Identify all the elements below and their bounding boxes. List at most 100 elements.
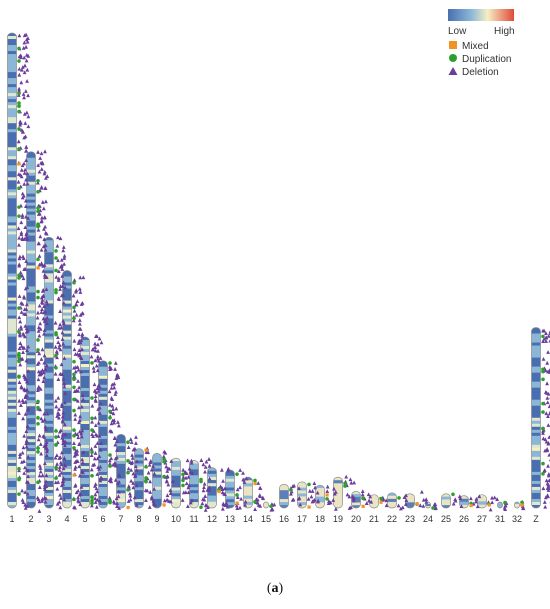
deletion-marker [333,489,338,494]
duplication-marker [126,459,130,463]
deletion-marker [37,509,42,513]
markers-21 [379,495,389,508]
mixed-marker [325,493,329,497]
deletion-marker [24,429,29,433]
deletion-marker [44,231,49,236]
deletion-marker [89,503,94,508]
deletion-marker [521,506,525,511]
deletion-marker [360,492,365,497]
deletion-marker [203,494,208,498]
deletion-marker [235,506,240,511]
deletion-marker [110,382,115,387]
duplication-marker [144,465,148,469]
density-bands [44,237,54,508]
deletion-marker [201,462,206,467]
markers-15 [269,502,277,512]
deletion-marker [41,316,46,321]
deletion-marker [23,167,27,172]
deletion-marker [24,438,29,443]
duplication-marker [503,500,507,505]
deletion-marker [546,414,550,418]
deletion-marker [24,358,29,363]
deletion-marker [42,272,47,277]
deletion-marker [165,497,170,502]
deletion-marker [315,490,320,495]
deletion-marker [165,474,170,479]
duplication-marker [36,416,40,420]
deletion-marker [72,308,77,313]
chromosome-label: 17 [297,514,307,524]
deletion-marker [24,158,29,163]
deletion-marker [99,340,104,345]
deletion-marker [40,215,44,220]
deletion-marker [129,440,134,444]
deletion-marker [93,451,98,455]
duplication-marker [343,481,347,486]
chromosome-labels: 1 2 3 4 5 6 7 8 9 10 11 12 13 14 15 16 17 18 19 20 21 22 23 24 2… [9,514,539,524]
deletion-marker [17,315,22,320]
chromosome-4 [62,270,72,509]
markers-14 [253,478,266,512]
deletion-marker [112,385,117,390]
deletion-marker [63,462,67,467]
deletion-marker [238,468,243,472]
duplication-marker [17,374,21,379]
duplication-marker-icon [449,54,457,62]
deletion-marker [24,32,28,37]
deletion-marker [42,353,47,358]
deletion-marker [244,476,249,481]
deletion-marker [23,395,28,400]
deletion-marker [62,384,67,389]
deletion-marker [77,492,82,497]
deletion-marker [474,499,478,504]
deletion-marker [93,444,98,448]
deletion-marker [61,441,66,446]
chromosome-label: 9 [154,514,159,524]
deletion-marker [96,358,101,363]
deletion-marker [316,498,321,503]
deletion-marker [17,380,22,384]
deletion-marker [89,453,94,458]
markers-11 [199,457,212,512]
duplication-marker [235,472,239,476]
deletion-marker [24,307,29,312]
density-bands [514,502,520,508]
deletion-marker [253,507,257,512]
deletion-marker [96,388,101,393]
duplication-marker [36,399,40,404]
deletion-marker [546,440,550,445]
deletion-marker [313,485,318,490]
deletion-marker [113,442,118,447]
deletion-marker [16,172,21,176]
deletion-marker [20,215,25,219]
deletion-marker [99,441,104,445]
deletion-marker [132,446,137,451]
mixed-marker [162,503,166,507]
duplication-marker [108,361,112,365]
deletion-marker [16,179,21,184]
deletion-marker [76,332,81,337]
chromosome-label: 10 [171,514,181,524]
deletion-marker [368,494,373,499]
deletion-marker [93,397,98,402]
density-bands [351,491,361,508]
deletion-marker [60,414,65,419]
density-bands [497,502,503,508]
deletion-marker [23,375,28,380]
deletion-marker [72,347,77,352]
deletion-marker [547,452,550,457]
duplication-marker [17,351,21,356]
deletion-marker [58,505,63,510]
deletion-marker [218,484,223,489]
deletion-marker [148,490,153,494]
deletion-marker [18,403,23,407]
duplication-marker [90,473,94,478]
chromosome-label: 27 [477,514,487,524]
deletion-marker [98,464,103,469]
deletion-marker [42,444,47,448]
deletion-marker [327,499,331,503]
chromosome-label: 14 [243,514,253,524]
deletion-marker [162,498,167,503]
chromosome-label: 25 [441,514,451,524]
deletion-marker [81,450,86,455]
